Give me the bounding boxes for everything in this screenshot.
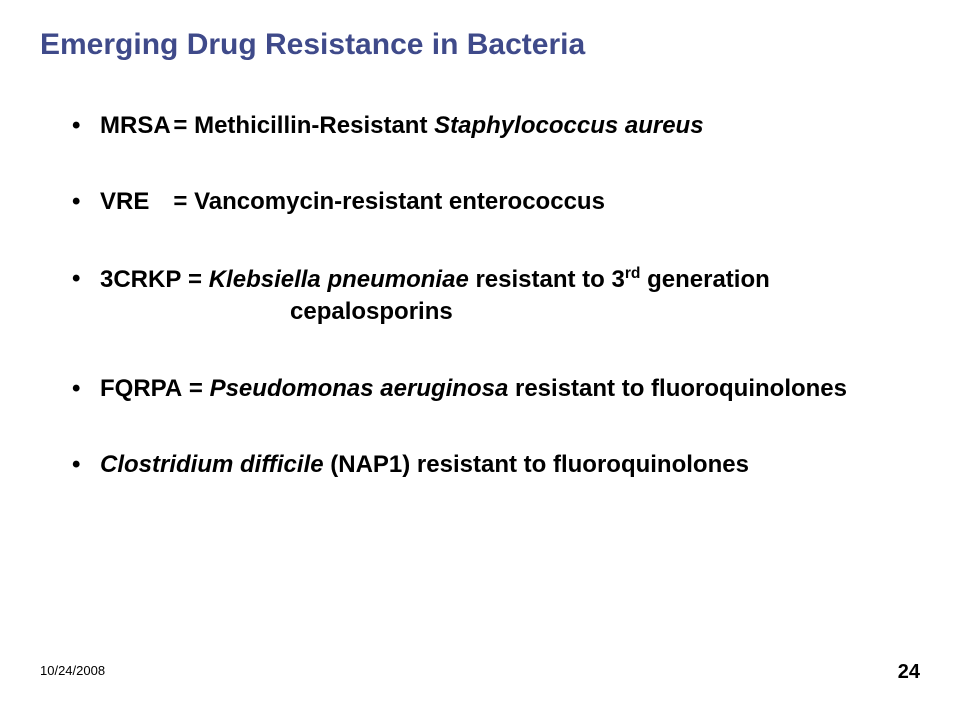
equals: = [181, 266, 208, 293]
footer-page-number: 24 [898, 661, 920, 684]
text-italic: Pseudomonas aeruginosa [210, 375, 509, 402]
text-post: resistant to fluoroquinolones [508, 375, 847, 402]
bullet-list: MRSA= Methicillin-Resistant Staphylococc… [40, 110, 920, 481]
list-item: Clostridium difficile (NAP1) resistant t… [72, 449, 920, 481]
superscript: rd [625, 265, 641, 282]
text-post-after: generation [640, 266, 769, 293]
list-item: FQRPA = Pseudomonas aeruginosa resistant… [72, 373, 920, 405]
equals: = [182, 375, 209, 402]
text-pre: Methicillin-Resistant [194, 112, 434, 139]
text-italic: Staphylococcus aureus [434, 112, 703, 139]
text-italic: Clostridium difficile [100, 451, 324, 478]
abbrev: VRE [100, 186, 173, 218]
list-item: MRSA= Methicillin-Resistant Staphylococc… [72, 110, 920, 142]
abbrev: FQRPA [100, 373, 182, 405]
text-italic: Klebsiella pneumoniae [209, 266, 469, 293]
text-continuation: cepalosporins [100, 296, 920, 328]
equals: = [173, 188, 194, 215]
text-pre: Vancomycin-resistant enterococcus [194, 188, 605, 215]
abbrev: MRSA [100, 110, 173, 142]
list-item: 3CRKP = Klebsiella pneumoniae resistant … [72, 263, 920, 329]
equals: = [173, 112, 194, 139]
abbrev: 3CRKP [100, 264, 181, 296]
text-post-pre: resistant to 3 [469, 266, 625, 293]
slide-title: Emerging Drug Resistance in Bacteria [40, 28, 920, 62]
list-item: VRE= Vancomycin-resistant enterococcus [72, 186, 920, 218]
text-post: (NAP1) resistant to fluoroquinolones [324, 451, 749, 478]
slide: Emerging Drug Resistance in Bacteria MRS… [0, 0, 960, 720]
footer-date: 10/24/2008 [40, 663, 105, 678]
